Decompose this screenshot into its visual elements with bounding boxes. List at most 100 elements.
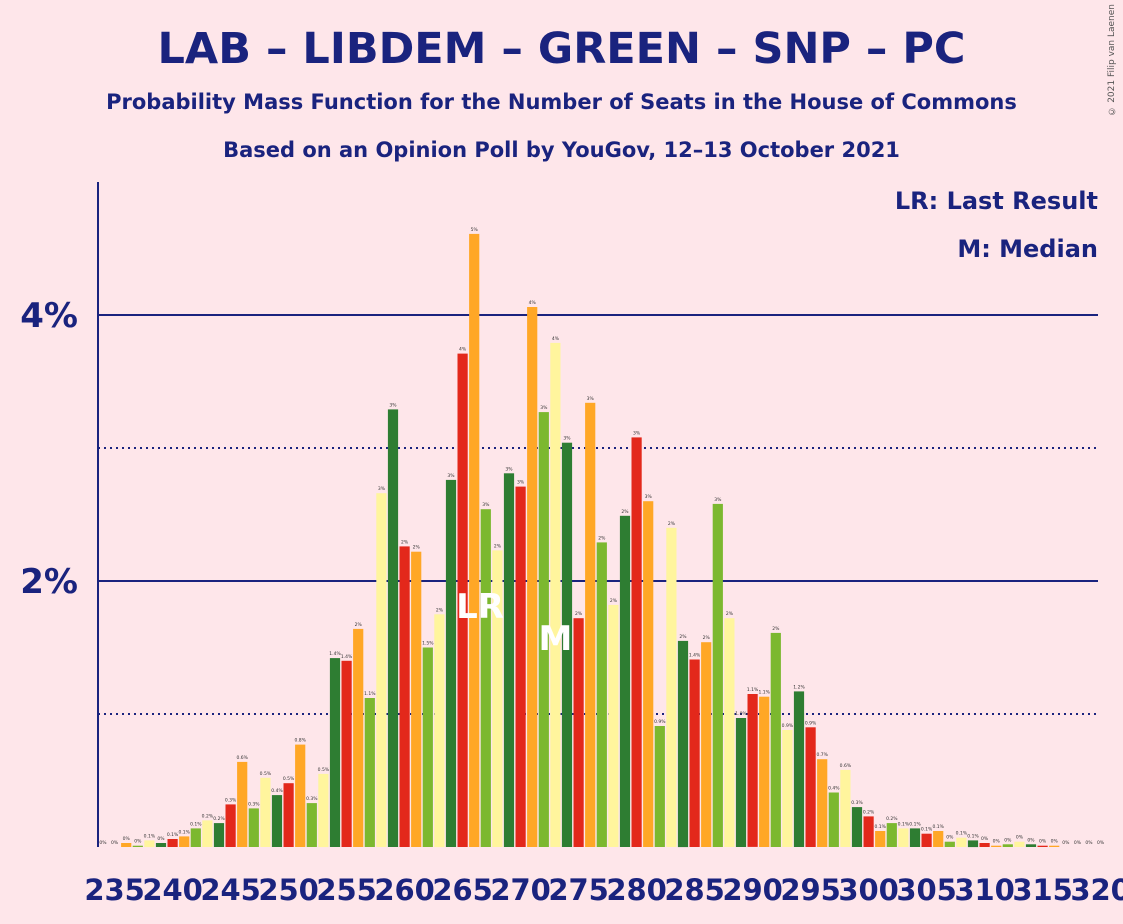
bar [956, 837, 967, 847]
data-label: 0% [1016, 835, 1024, 841]
data-label: 0% [981, 836, 989, 842]
bar [271, 795, 283, 847]
x-tick-label: 275 [548, 873, 609, 907]
x-tick-label: 245 [200, 873, 261, 907]
data-label: 0.8% [294, 738, 306, 744]
y-tick-labels: 2% 4% [20, 296, 78, 602]
bar [248, 808, 259, 847]
data-label: 3% [587, 396, 595, 402]
data-label: 0% [1097, 840, 1105, 846]
data-label: 0.2% [863, 809, 875, 815]
data-label: 4% [459, 347, 467, 353]
chart-title: LAB – LIBDEM – GREEN – SNP – PC [157, 24, 966, 74]
bar [1049, 845, 1060, 847]
bar [480, 509, 491, 847]
x-tick-label: 255 [316, 873, 377, 907]
bar [863, 816, 874, 847]
data-label: 0.2% [886, 816, 898, 822]
data-label: 0.5% [283, 776, 295, 782]
x-tick-label: 305 [896, 873, 957, 907]
bar [1002, 844, 1013, 847]
data-label: 2% [679, 634, 687, 640]
data-label: 2% [575, 611, 583, 617]
data-label: 0% [1062, 840, 1070, 846]
data-label: 0.6% [236, 755, 248, 761]
bar [225, 804, 236, 847]
data-label: 0.1% [898, 821, 910, 827]
bar [434, 614, 445, 848]
data-label: 0% [1074, 840, 1082, 846]
data-label: 0.7% [816, 752, 828, 758]
bar [793, 691, 805, 847]
data-label: 0% [1039, 839, 1047, 845]
data-label: 3% [645, 494, 653, 500]
bar [167, 839, 178, 847]
data-label: 3% [505, 466, 513, 472]
data-label: 0.1% [874, 824, 886, 830]
bar [805, 727, 816, 847]
bar [840, 769, 851, 847]
bar [411, 551, 422, 847]
x-tick-labels: 2352402452502552602652702752802852902953… [84, 873, 1123, 907]
legend-median: M: Median [957, 235, 1098, 263]
bar [944, 841, 955, 847]
data-label: 2% [413, 545, 421, 551]
value-labels: 0% 0%0%0%0.1%0%0.1%0.1%0.1%0.2%0.2%0.3%0.… [99, 227, 1104, 846]
data-label: 3% [517, 480, 525, 486]
bar [967, 840, 979, 848]
bar [712, 503, 723, 847]
bar [399, 546, 410, 847]
data-label: 0% [111, 840, 119, 846]
bar [329, 658, 341, 847]
bar [283, 783, 294, 847]
bar [144, 840, 155, 848]
bar [991, 845, 1002, 847]
bar [341, 660, 352, 847]
bar [585, 402, 596, 847]
data-label: 2% [610, 598, 618, 604]
data-label: 0% [134, 839, 142, 845]
bar [364, 698, 375, 847]
bar [376, 493, 387, 847]
x-tick-label: 235 [84, 873, 145, 907]
bar [237, 761, 248, 847]
data-label: 0.6% [840, 763, 852, 769]
data-label: 3% [378, 486, 386, 492]
bar [677, 640, 689, 848]
x-tick-label: 315 [1012, 873, 1073, 907]
bar [654, 726, 665, 847]
bar [1037, 845, 1048, 847]
x-tick-label: 300 [838, 873, 899, 907]
data-label: 3% [540, 405, 548, 411]
data-label: 2% [703, 635, 711, 641]
last-result-marker: LR [456, 587, 504, 627]
data-label: 0.3% [306, 796, 318, 802]
data-label: 2% [401, 539, 409, 545]
data-label: 3% [389, 402, 397, 408]
data-label: 0% [1004, 837, 1012, 843]
bar [422, 647, 433, 847]
data-label: 0.1% [190, 821, 202, 827]
y-tick-label: 2% [20, 562, 78, 602]
data-label: 0% [993, 839, 1001, 845]
bar [619, 515, 631, 847]
bar [306, 803, 317, 847]
bar [828, 792, 839, 847]
bar [469, 233, 480, 847]
data-label: 2% [726, 611, 734, 617]
data-label: 0% [946, 835, 954, 841]
bar [631, 437, 642, 847]
bar [573, 618, 584, 847]
bar [1014, 841, 1025, 847]
data-label: 0.2% [213, 816, 225, 822]
bar [921, 833, 932, 847]
data-label: 4% [529, 300, 537, 306]
markers: LR M [456, 587, 572, 659]
data-label: 0% [123, 836, 131, 842]
data-label: 1.1% [747, 687, 759, 693]
data-label: 3% [482, 502, 490, 508]
y-tick-label: 4% [20, 296, 78, 336]
bar [318, 773, 329, 848]
data-label: 0.1% [967, 833, 979, 839]
data-label: 2% [436, 607, 444, 613]
